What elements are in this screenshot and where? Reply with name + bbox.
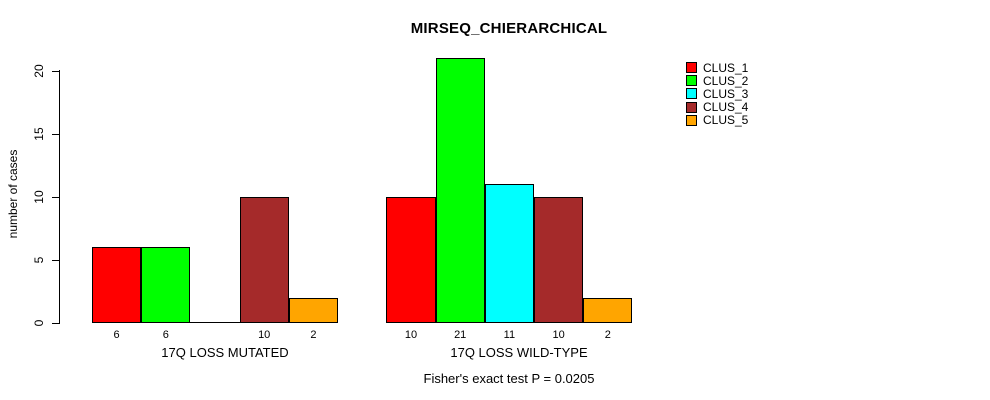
bar-clus_3-group1-zero [190,322,240,323]
bar-value-label: 21 [454,329,467,341]
group-label-17q-loss-wild-type: 17Q LOSS WILD-TYPE [450,345,588,360]
bar-value-label: 10 [404,329,418,341]
legend: CLUS_1 CLUS_2 CLUS_3 CLUS_4 CLUS_5 [686,60,806,132]
y-tick-label: 15 [32,127,46,141]
chart-title: MIRSEQ_CHIERARCHICAL [410,20,608,37]
y-tick-line [52,196,59,198]
bar-value-label: 11 [503,329,516,341]
y-tick-label: 20 [32,64,46,78]
bar-value-label: 2 [310,329,317,341]
bar-value-label: 6 [113,329,120,341]
legend-swatch-clus_5 [686,114,697,126]
bar-value-label: 2 [604,329,611,341]
bar-clus_5-group2 [583,297,633,323]
legend-swatch-clus_3 [686,88,697,100]
legend-label-clus_3: CLUS_3 [703,86,749,101]
y-tick-label: 0 [32,319,46,327]
bar-clus_1-group1 [92,247,142,323]
legend-label-clus_1: CLUS_1 [703,60,749,75]
y-tick-line [52,322,59,324]
bar-clus_4-group1 [239,197,289,323]
y-tick-line [52,133,59,135]
y-axis-line [59,70,60,324]
y-tick-label: 5 [32,256,46,264]
bar-value-label: 10 [258,329,271,341]
bar-clus_3-group2 [484,184,534,323]
bar-clus_2-group2 [435,58,485,323]
legend-label-clus_4: CLUS_4 [703,100,749,115]
bar-value-label: 6 [162,329,169,341]
bar-clus_5-group1 [288,297,338,323]
bar-clus_1-group2 [386,197,436,323]
legend-swatch-clus_1 [686,62,697,73]
y-tick-line [52,259,59,261]
annotation-fisher-exact-test: Fisher's exact test P = 0.0205 [423,371,595,386]
legend-swatch-clus_4 [686,101,697,113]
bar-clus_4-group2 [534,197,584,323]
group-label-17q-loss-mutated: 17Q LOSS MUTATED [161,345,289,360]
y-tick-line [52,70,59,72]
legend-label-clus_5: CLUS_5 [703,113,749,128]
legend-swatch-clus_2 [686,75,697,87]
y-axis-label: number of cases [6,149,20,239]
y-tick-label: 10 [32,190,46,204]
bar-clus_2-group1 [141,247,191,323]
bar-value-label: 10 [552,329,565,341]
legend-label-clus_2: CLUS_2 [703,73,749,88]
